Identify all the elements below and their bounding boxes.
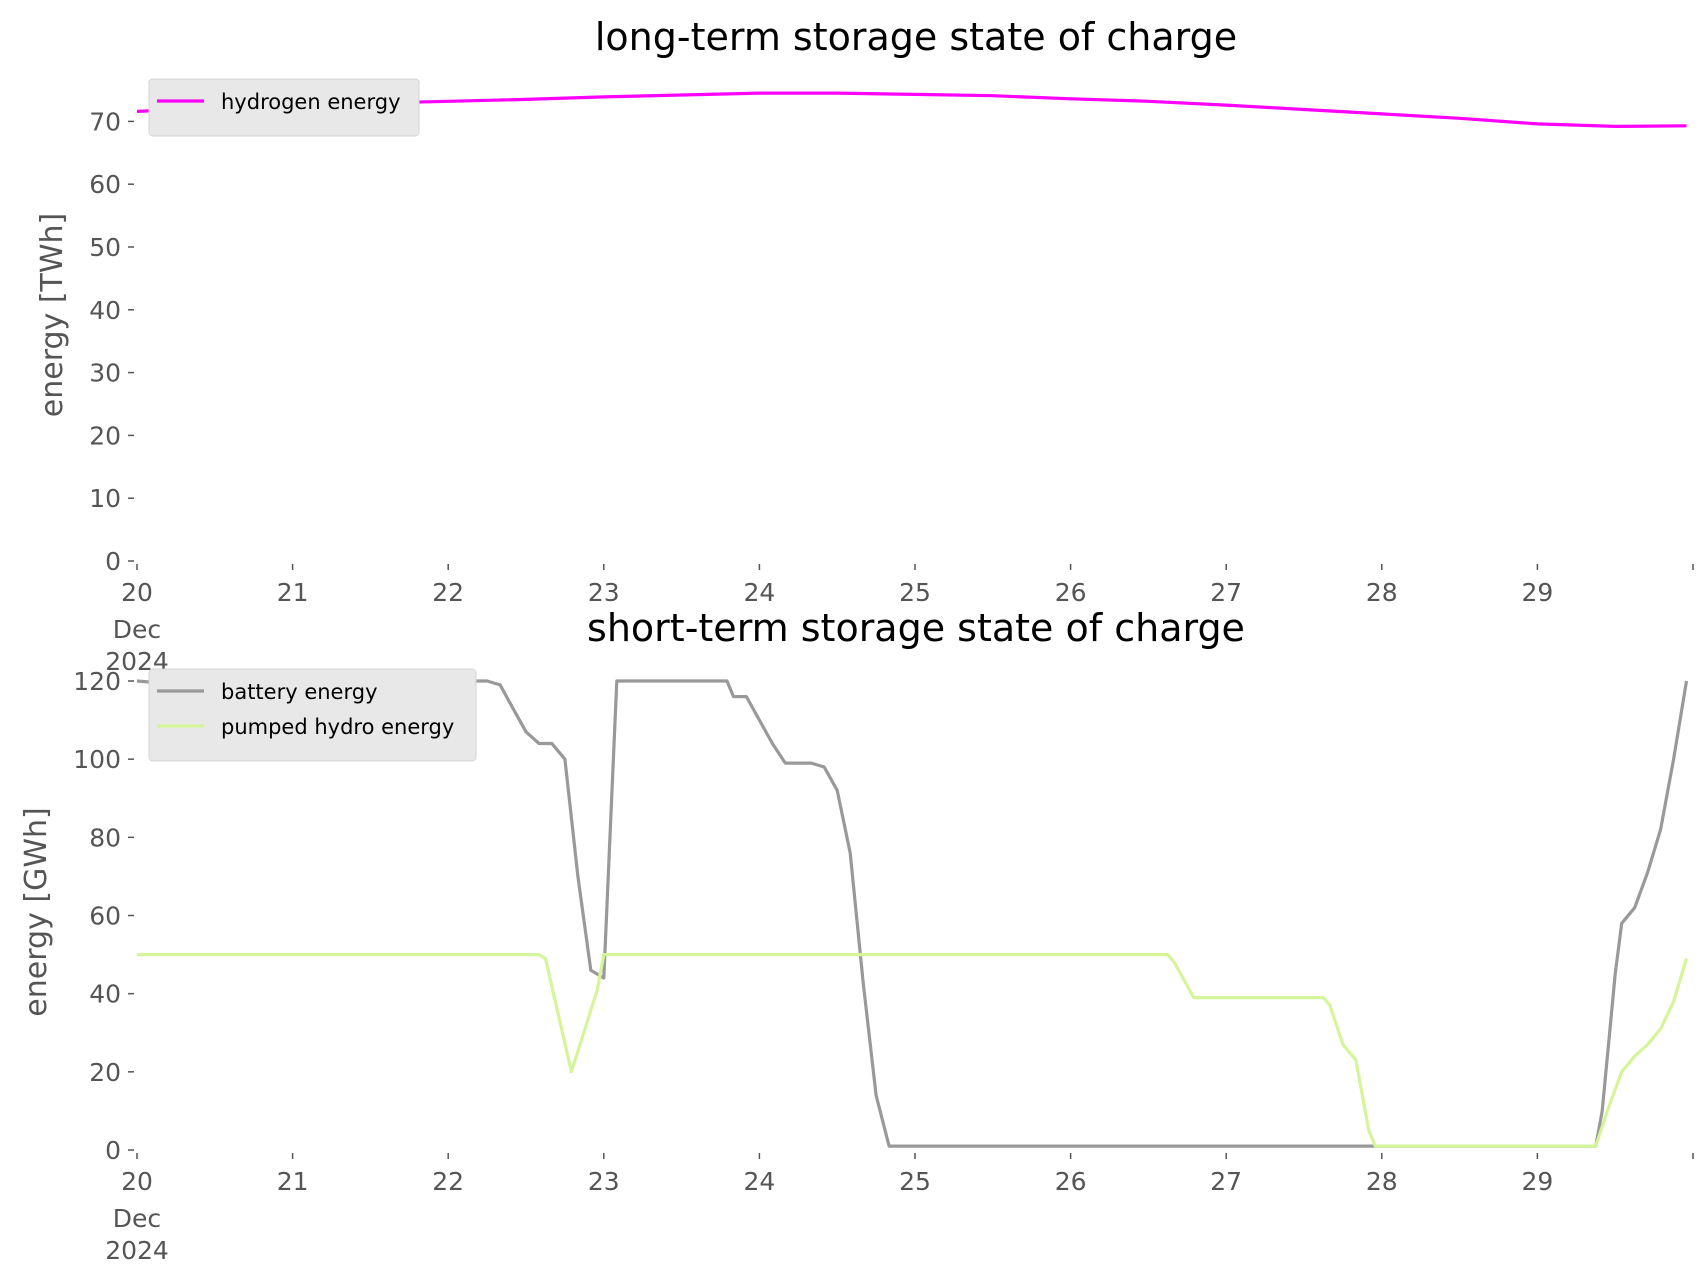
x-tick-label: 27 (1210, 1167, 1242, 1196)
y-tick-label: 50 (89, 233, 121, 262)
x-tick-label: 20 (121, 578, 153, 607)
chart-title-short-term: short-term storage state of charge (587, 606, 1245, 650)
y-tick-label: 70 (89, 107, 121, 136)
y-axis-label-long-term: energy [TWh] (35, 213, 70, 417)
series-line-pumped-hydro-energy (137, 952, 1689, 1148)
y-axis-label-short-term: energy [GWh] (19, 807, 54, 1016)
x-tick-label: 27 (1210, 578, 1242, 607)
x-tick-label: 25 (899, 578, 931, 607)
x-tick-sublabel: 2024 (105, 1236, 169, 1265)
legend-short-term: battery energy pumped hydro energy (148, 668, 477, 762)
legend-label-battery-energy: battery energy (221, 680, 378, 704)
x-tick-label: 22 (432, 1167, 464, 1196)
y-tick-label: 40 (89, 980, 121, 1009)
x-tick-label: 24 (743, 1167, 775, 1196)
x-tick-label: 25 (899, 1167, 931, 1196)
y-tick-label: 0 (105, 547, 121, 576)
x-tick-label: 26 (1055, 578, 1087, 607)
x-tick-sublabel: Dec (113, 1204, 161, 1233)
series-group-short-term (136, 679, 1689, 1148)
x-tick-label: 24 (743, 578, 775, 607)
y-tick-label: 80 (89, 823, 121, 852)
y-tick-label: 20 (89, 1058, 121, 1087)
legend-frame (148, 78, 420, 137)
y-tick-label: 60 (89, 170, 121, 199)
legend-long-term: hydrogen energy (148, 78, 420, 137)
y-tick-label: 40 (89, 296, 121, 325)
y-tick-label: 0 (105, 1136, 121, 1165)
x-tick-label: 29 (1521, 578, 1553, 607)
chart-long-term: long-term storage state of charge energy… (35, 15, 1694, 676)
x-tick-label: 21 (277, 578, 309, 607)
x-tick-label: 23 (588, 1167, 620, 1196)
legend-label-hydrogen-energy: hydrogen energy (221, 90, 401, 114)
legend-frame (148, 668, 477, 762)
x-tick-label: 21 (277, 1167, 309, 1196)
x-tick-label: 23 (588, 578, 620, 607)
legend-label-pumped-hydro-energy: pumped hydro energy (221, 715, 454, 739)
y-tick-label: 100 (73, 745, 121, 774)
x-tick-label: 28 (1366, 578, 1398, 607)
x-tick-label: 29 (1521, 1167, 1553, 1196)
x-tick-label: 26 (1055, 1167, 1087, 1196)
y-tick-label: 30 (89, 359, 121, 388)
y-tick-label: 60 (89, 902, 121, 931)
x-tick-label: 28 (1366, 1167, 1398, 1196)
chart-short-term: short-term storage state of charge energ… (19, 606, 1694, 1265)
y-tick-label: 10 (89, 484, 121, 513)
x-tick-sublabel: Dec (113, 615, 161, 644)
y-tick-label: 120 (73, 667, 121, 696)
x-tick-label: 20 (121, 1167, 153, 1196)
y-tick-label: 20 (89, 421, 121, 450)
chart-title-long-term: long-term storage state of charge (595, 15, 1237, 59)
x-tick-label: 22 (432, 578, 464, 607)
